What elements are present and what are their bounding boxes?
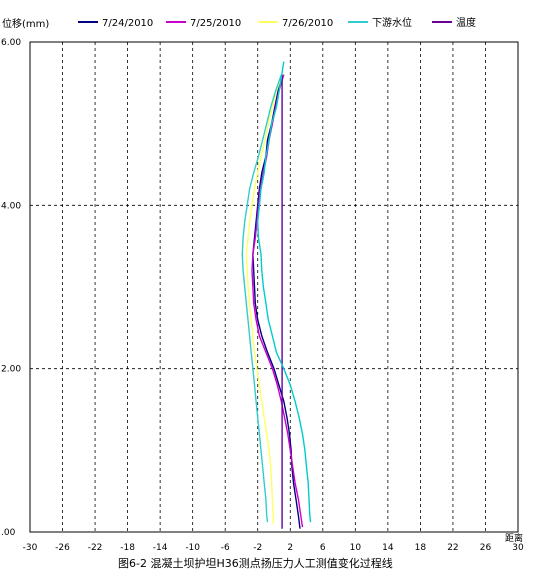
legend-label-4: 温度 (456, 16, 476, 29)
y-tick-label: .00 (1, 528, 16, 538)
x-tick-label: 6 (320, 543, 326, 553)
y-axis-label: 位移(mm) (2, 17, 49, 30)
x-tick-label: 30 (512, 543, 524, 553)
legend: 7/24/2010 7/25/2010 7/26/2010 下游水位 温度 (78, 16, 476, 29)
y-tick-label: 6.00 (1, 38, 21, 48)
x-tick-label: -14 (153, 543, 168, 553)
x-tick-label: 14 (382, 543, 394, 553)
y-tick-label: 4.00 (1, 201, 21, 211)
x-tick-label: -26 (55, 543, 70, 553)
x-tick-label: 2 (287, 543, 293, 553)
legend-label-1: 7/25/2010 (190, 18, 241, 29)
series-line-5 (256, 61, 312, 523)
x-tick-label: -10 (185, 543, 200, 553)
y-tick-label: 2.00 (1, 365, 21, 375)
series-line-0 (252, 74, 301, 529)
x-tick-label: 26 (480, 543, 492, 553)
legend-label-2: 7/26/2010 (282, 18, 333, 29)
legend-label-3: 下游水位 (372, 16, 412, 29)
x-axis-label: 距离 (505, 532, 523, 544)
series-line-1 (251, 74, 304, 528)
plot-frame (29, 41, 519, 533)
x-tick-label: -6 (221, 543, 230, 553)
x-tick-label: -30 (23, 543, 38, 553)
legend-label-0: 7/24/2010 (102, 18, 153, 29)
y-tick-labels: .00 2.00 4.00 6.00 (1, 38, 21, 538)
x-tick-label: 10 (350, 543, 362, 553)
series-layer (241, 61, 312, 529)
series-line-2 (245, 74, 283, 524)
x-tick-label: 22 (447, 543, 458, 553)
x-tick-label: -18 (120, 543, 135, 553)
chart-caption: 图6-2 混凝土坝护坦H36测点扬压力人工测值变化过程线 (118, 556, 393, 570)
x-tick-label: -22 (88, 543, 103, 553)
x-tick-label: 18 (415, 543, 427, 553)
series-line-3 (241, 74, 282, 523)
x-tick-labels: -30 -26 -22 -18 -14 -10 -6 -2 2 6 10 14 18 22 26 30 (23, 543, 524, 553)
x-tick-label: -2 (253, 543, 262, 553)
plot-border (29, 41, 519, 533)
